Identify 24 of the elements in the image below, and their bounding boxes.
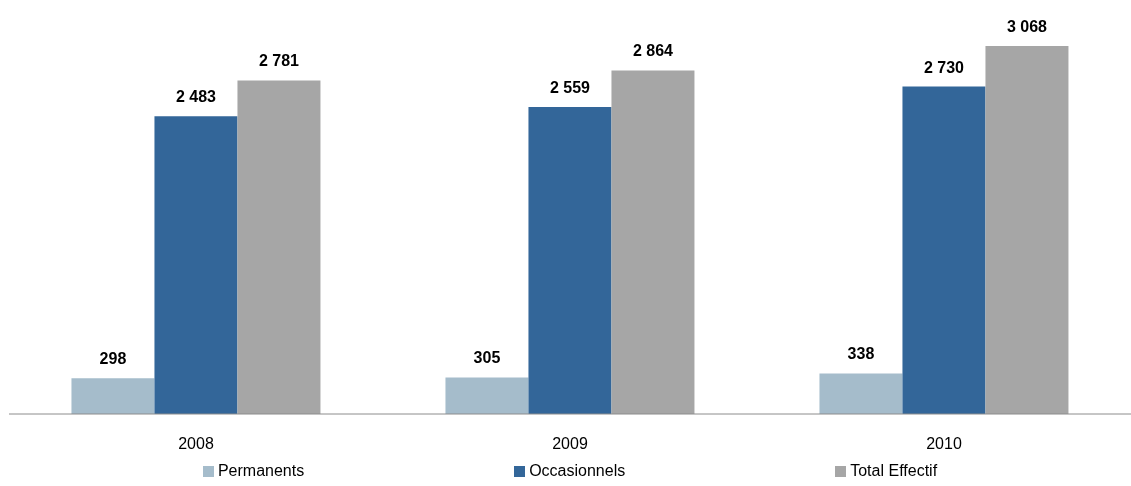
bar	[237, 80, 321, 414]
bar	[902, 86, 986, 414]
x-tick-label: 2009	[552, 435, 588, 453]
bar	[819, 373, 903, 414]
legend-label: Permanents	[216, 462, 305, 480]
bar	[154, 116, 238, 414]
legend-label: Occasionnels	[528, 462, 626, 480]
bar	[985, 46, 1069, 414]
bar	[445, 377, 529, 414]
x-tick-label: 2010	[926, 435, 962, 453]
data-label: 2 864	[632, 42, 674, 60]
data-label: 2 559	[549, 79, 591, 97]
bar	[528, 107, 612, 414]
legend-label: Total Effectif	[849, 462, 938, 480]
bar	[71, 378, 155, 414]
data-label: 338	[847, 345, 875, 363]
data-label: 298	[99, 350, 127, 368]
data-label: 3 068	[1006, 18, 1048, 35]
bar	[611, 70, 695, 414]
data-label: 2 483	[175, 88, 217, 106]
data-label: 305	[473, 349, 501, 367]
x-tick-label: 2008	[178, 435, 214, 453]
data-label: 2 781	[258, 52, 300, 70]
data-label: 2 730	[923, 58, 965, 76]
